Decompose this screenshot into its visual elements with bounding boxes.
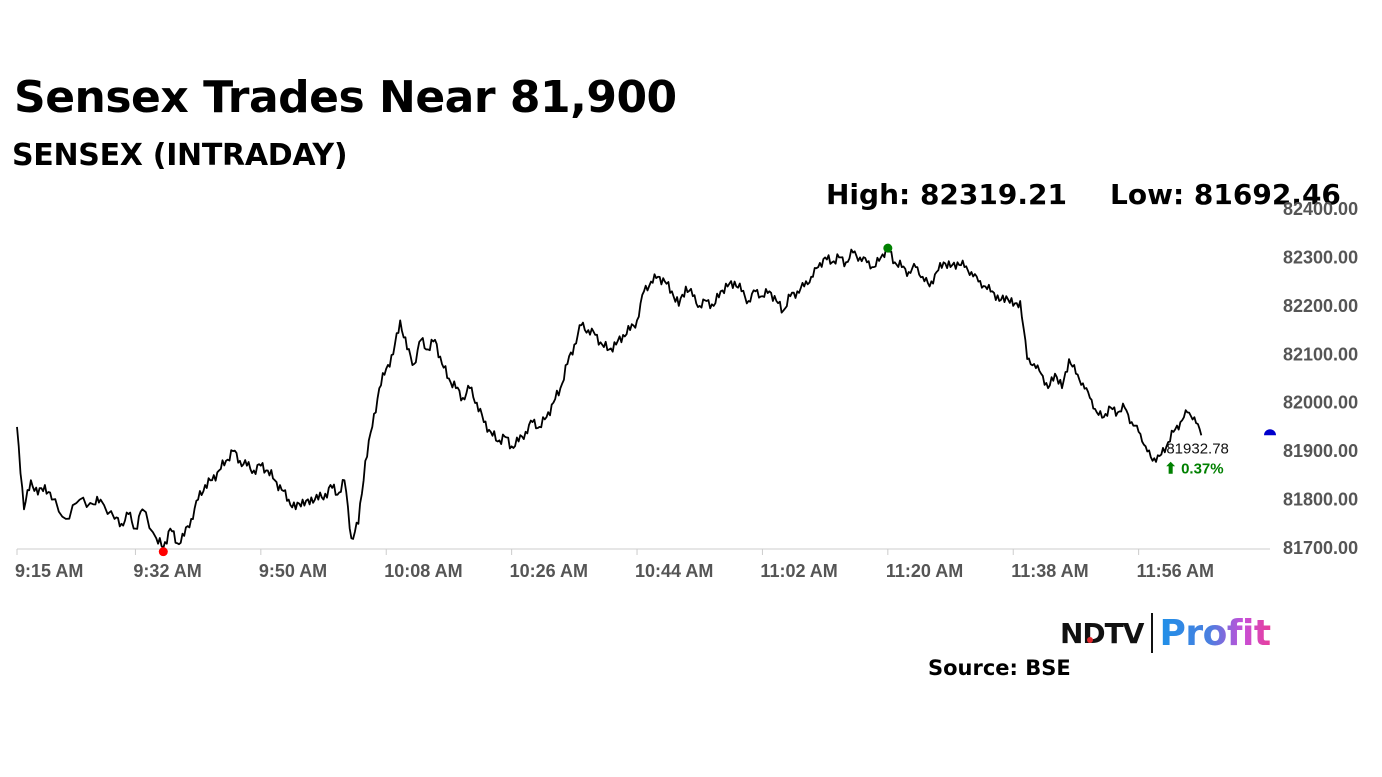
x-axis: 9:15 AM 9:32 AM 9:50 AM 10:08 AM 10:26 AM 10:… bbox=[15, 548, 1270, 581]
ndtv-wordmark: NDTV bbox=[1060, 616, 1144, 650]
high-point-marker bbox=[883, 243, 893, 253]
low-value-label: Low: 81692.46 bbox=[1110, 178, 1341, 211]
change-percent-label: ⬆ 0.37% bbox=[1164, 460, 1223, 477]
x-tick-label: 10:26 AM bbox=[510, 561, 588, 581]
y-tick-label: 81900.00 bbox=[1283, 441, 1358, 461]
last-price-label: 81932.78 bbox=[1166, 440, 1229, 457]
ndtv-profit-logo: NDTV Profit bbox=[1060, 610, 1271, 656]
y-tick-label: 82100.00 bbox=[1283, 344, 1358, 364]
chart-subtitle: SENSEX (INTRADAY) bbox=[12, 138, 348, 173]
y-tick-label: 82300.00 bbox=[1283, 247, 1358, 267]
x-tick-label: 9:32 AM bbox=[133, 561, 201, 581]
x-tick-label: 9:15 AM bbox=[15, 561, 83, 581]
x-tick-label: 9:50 AM bbox=[259, 561, 327, 581]
x-tick-label: 10:08 AM bbox=[384, 561, 462, 581]
chart-title: Sensex Trades Near 81,900 bbox=[14, 72, 677, 123]
x-tick-label: 11:56 AM bbox=[1137, 561, 1214, 581]
profit-wordmark: Profit bbox=[1159, 612, 1271, 654]
y-tick-label: 81700.00 bbox=[1283, 538, 1358, 558]
high-value-label: High: 82319.21 bbox=[826, 178, 1067, 211]
x-tick-label: 11:02 AM bbox=[760, 561, 837, 581]
last-price-marker bbox=[1264, 429, 1276, 436]
x-tick-label: 11:38 AM bbox=[1011, 561, 1088, 581]
y-tick-label: 82400.00 bbox=[1283, 199, 1358, 219]
y-tick-label: 82200.00 bbox=[1283, 296, 1358, 316]
x-tick-label: 10:44 AM bbox=[635, 561, 713, 581]
source-note: Source: BSE bbox=[928, 656, 1071, 680]
ndtv-red-dot bbox=[1087, 636, 1093, 643]
logo-divider bbox=[1151, 613, 1154, 653]
ndtv-text: NDTV bbox=[1060, 616, 1144, 650]
x-tick-label: 11:20 AM bbox=[886, 561, 963, 581]
low-point-marker bbox=[158, 547, 168, 557]
y-tick-label: 82000.00 bbox=[1283, 393, 1358, 413]
y-axis: 81700.00 81800.00 81900.00 82000.00 82100.00… bbox=[1283, 199, 1358, 558]
y-tick-label: 81800.00 bbox=[1283, 490, 1358, 510]
sensex-price-line bbox=[16, 246, 1203, 549]
